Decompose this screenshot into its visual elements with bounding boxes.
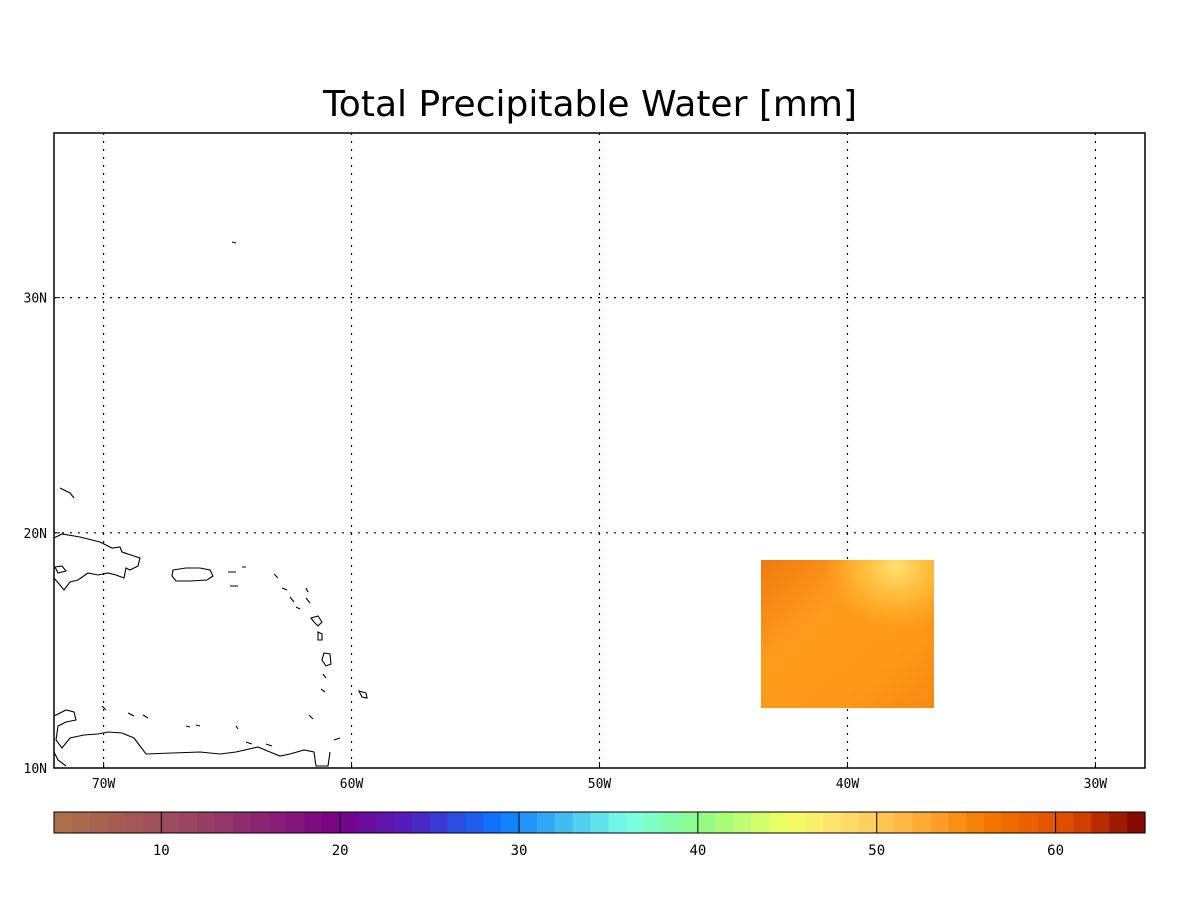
colorbar-cell (608, 812, 627, 833)
lon-tick-label: 60W (340, 777, 364, 792)
puerto-rico-coast (171, 567, 214, 582)
colorbar-tick-labels: 10 20 30 40 50 60 (153, 843, 1064, 859)
small-islets (59, 241, 341, 747)
colorbar-cell (54, 812, 73, 833)
graticule (54, 133, 1145, 768)
colorbar-cell (590, 812, 610, 833)
colorbar-cell (876, 812, 896, 833)
latitude-tick-labels: 30N 20N 10N (24, 292, 47, 777)
colorbar-cell (823, 812, 842, 833)
colorbar-frame (53, 811, 1146, 834)
colorbar-cell (197, 812, 216, 833)
colorbar-cell (1073, 812, 1092, 833)
colorbar-cell (447, 812, 466, 833)
map-title: Total Precipitable Water [mm] (322, 84, 857, 125)
colorbar-cell (626, 812, 645, 833)
colorbar-tick-label: 30 (511, 843, 528, 859)
colorbar-cell (286, 812, 305, 833)
colorbar-cell (465, 812, 484, 833)
tpw-dry-patch (761, 560, 934, 708)
colorbar-cell (644, 812, 663, 833)
lon-tick-label: 40W (836, 777, 860, 792)
colorbar-cell (679, 812, 699, 833)
colorbar-cell (769, 812, 788, 833)
colorbar-cell (966, 812, 985, 833)
colorbar-cell (89, 812, 109, 833)
colorbar-cell (268, 812, 288, 833)
colorbar-cell (805, 812, 824, 833)
colorbar-cell (214, 812, 234, 833)
colorbar-tick-label: 50 (868, 843, 885, 859)
lon-tick-label: 50W (588, 777, 612, 792)
colorbar-cell (304, 812, 323, 833)
colorbar-cell (1019, 812, 1039, 833)
colorbar-cell (912, 812, 931, 833)
south-america-coast (54, 709, 331, 767)
colorbar-cell (554, 812, 574, 833)
lat-tick-label: 30N (24, 292, 47, 307)
colorbar-cell (948, 812, 967, 833)
leeward-islands (273, 573, 368, 720)
colorbar-cell (519, 812, 538, 833)
colorbar-cell (536, 812, 556, 833)
colorbar-cell (1109, 812, 1128, 833)
colorbar-cell (787, 812, 806, 833)
colorbar-cell (232, 812, 252, 833)
colorbar-cell (840, 812, 860, 833)
map-frame (53, 132, 1146, 769)
colorbar-cell (411, 812, 431, 833)
colorbar-cell (1091, 812, 1110, 833)
colorbar-cell (483, 812, 502, 833)
colorbar-tick-label: 20 (332, 843, 349, 859)
colorbar-cell (71, 812, 91, 833)
colorbar-cell (501, 812, 520, 833)
colorbar-cell (733, 812, 753, 833)
colorbar-tick-label: 60 (1047, 843, 1064, 859)
jamaica-islet (54, 565, 67, 574)
colorbar-cell (751, 812, 771, 833)
colorbar-cell (250, 812, 270, 833)
virgin-islands (228, 566, 246, 587)
colorbar-cell (894, 812, 914, 833)
colorbar-cell (662, 812, 681, 833)
colorbar-cell (715, 812, 735, 833)
colorbar-cell (322, 812, 341, 833)
colorbar-cell (358, 812, 377, 833)
colorbar-cell (161, 812, 180, 833)
colorbar-cell (697, 812, 717, 833)
colorbar-cell (340, 812, 359, 833)
colorbar-cell (429, 812, 449, 833)
colorbar-tick-label: 40 (689, 843, 706, 859)
colorbar-cell (179, 812, 198, 833)
colorbar-cell (858, 812, 878, 833)
colorbar-cell (107, 812, 127, 833)
colorbar-cell (1127, 812, 1146, 833)
colorbar-cell (930, 812, 949, 833)
colorbar-cell (393, 812, 413, 833)
colorbar-cell (125, 812, 145, 833)
lon-tick-label: 70W (92, 777, 116, 792)
colorbar-cell (572, 812, 592, 833)
precipitable-water-field (761, 560, 934, 708)
colorbar: 10 20 30 40 50 60 (53, 811, 1146, 859)
lat-tick-label: 10N (24, 762, 47, 777)
colorbar-cell (375, 812, 395, 833)
colorbar-cell (143, 812, 162, 833)
lon-tick-label: 30W (1084, 777, 1108, 792)
colorbar-tick-label: 10 (153, 843, 170, 859)
colorbar-cell (1001, 812, 1021, 833)
longitude-tick-labels: 70W 60W 50W 40W 30W (92, 777, 1107, 792)
colorbar-cell (984, 812, 1003, 833)
coastlines (54, 241, 368, 767)
hispaniola-coast (54, 533, 141, 591)
colorbar-cell (1037, 812, 1057, 833)
colorbar-ticks (160, 812, 1057, 833)
colorbar-cell (1055, 812, 1075, 833)
colorbar-cells (54, 812, 1146, 833)
lat-tick-label: 20N (24, 527, 47, 542)
